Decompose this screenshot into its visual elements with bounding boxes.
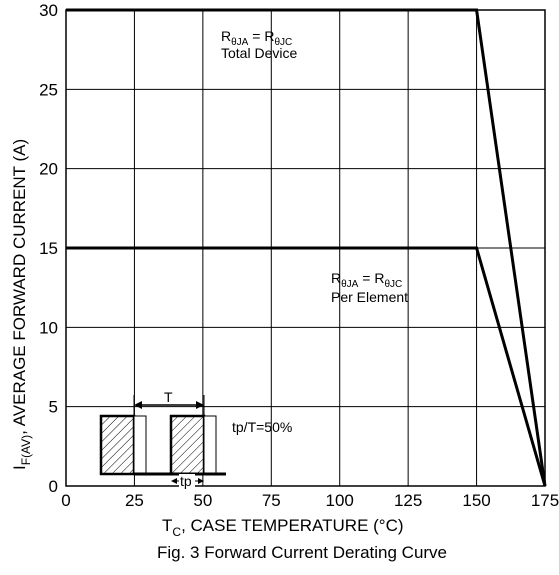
pulse-block-2 — [169, 414, 206, 476]
x-tick-label: 25 — [125, 491, 144, 510]
x-tick-label: 125 — [394, 491, 422, 510]
duty-cycle-label: tp/T=50% — [232, 419, 292, 435]
annotation-element-label: Per Element — [331, 289, 408, 305]
y-tick-label: 0 — [49, 477, 58, 496]
y-tick-label: 25 — [39, 80, 58, 99]
series-line-1 — [66, 8, 547, 487]
pulse-gap-1 — [133, 415, 147, 475]
period-label: T — [164, 389, 173, 405]
pulse-block-1 — [99, 414, 136, 476]
period-arrowhead-right — [196, 401, 204, 409]
x-tick-label: 175 — [531, 491, 559, 510]
pulse-waveform-inset: T tp — [99, 389, 226, 489]
annotation-total-label: Total Device — [221, 45, 297, 61]
pulse-width-label: tp — [180, 473, 192, 489]
y-tick-label: 30 — [39, 1, 58, 20]
x-tick-label: 0 — [61, 491, 70, 510]
pulse-width-arrowhead-left — [171, 478, 177, 484]
annotation-total-equation: RθJA = RθJC — [221, 28, 292, 48]
chart-caption: Fig. 3 Forward Current Derating Curve — [157, 543, 447, 562]
pulse-gap-2 — [203, 415, 217, 475]
y-axis-title: IF(AV), AVERAGE FORWARD CURRENT (A) — [10, 139, 33, 470]
series-line-2 — [66, 246, 547, 487]
y-tick-label: 15 — [39, 239, 58, 258]
x-tick-label: 50 — [193, 491, 212, 510]
x-tick-label: 75 — [262, 491, 281, 510]
x-tick-label: 100 — [326, 491, 354, 510]
y-tick-label: 10 — [39, 318, 58, 337]
x-axis-title: TC, CASE TEMPERATURE (°C) — [162, 516, 404, 539]
period-arrowhead-left — [134, 401, 142, 409]
y-tick-label: 20 — [39, 160, 58, 179]
y-tick-label: 5 — [49, 398, 58, 417]
pulse-width-arrowhead-right — [198, 478, 204, 484]
annotation-element-equation: RθJA = RθJC — [331, 270, 402, 290]
tick-labels: 0 25 50 75 100 125 150 175 0 5 10 15 20 25 30 — [39, 1, 559, 510]
series-lines — [66, 8, 547, 487]
x-tick-label: 150 — [462, 491, 490, 510]
